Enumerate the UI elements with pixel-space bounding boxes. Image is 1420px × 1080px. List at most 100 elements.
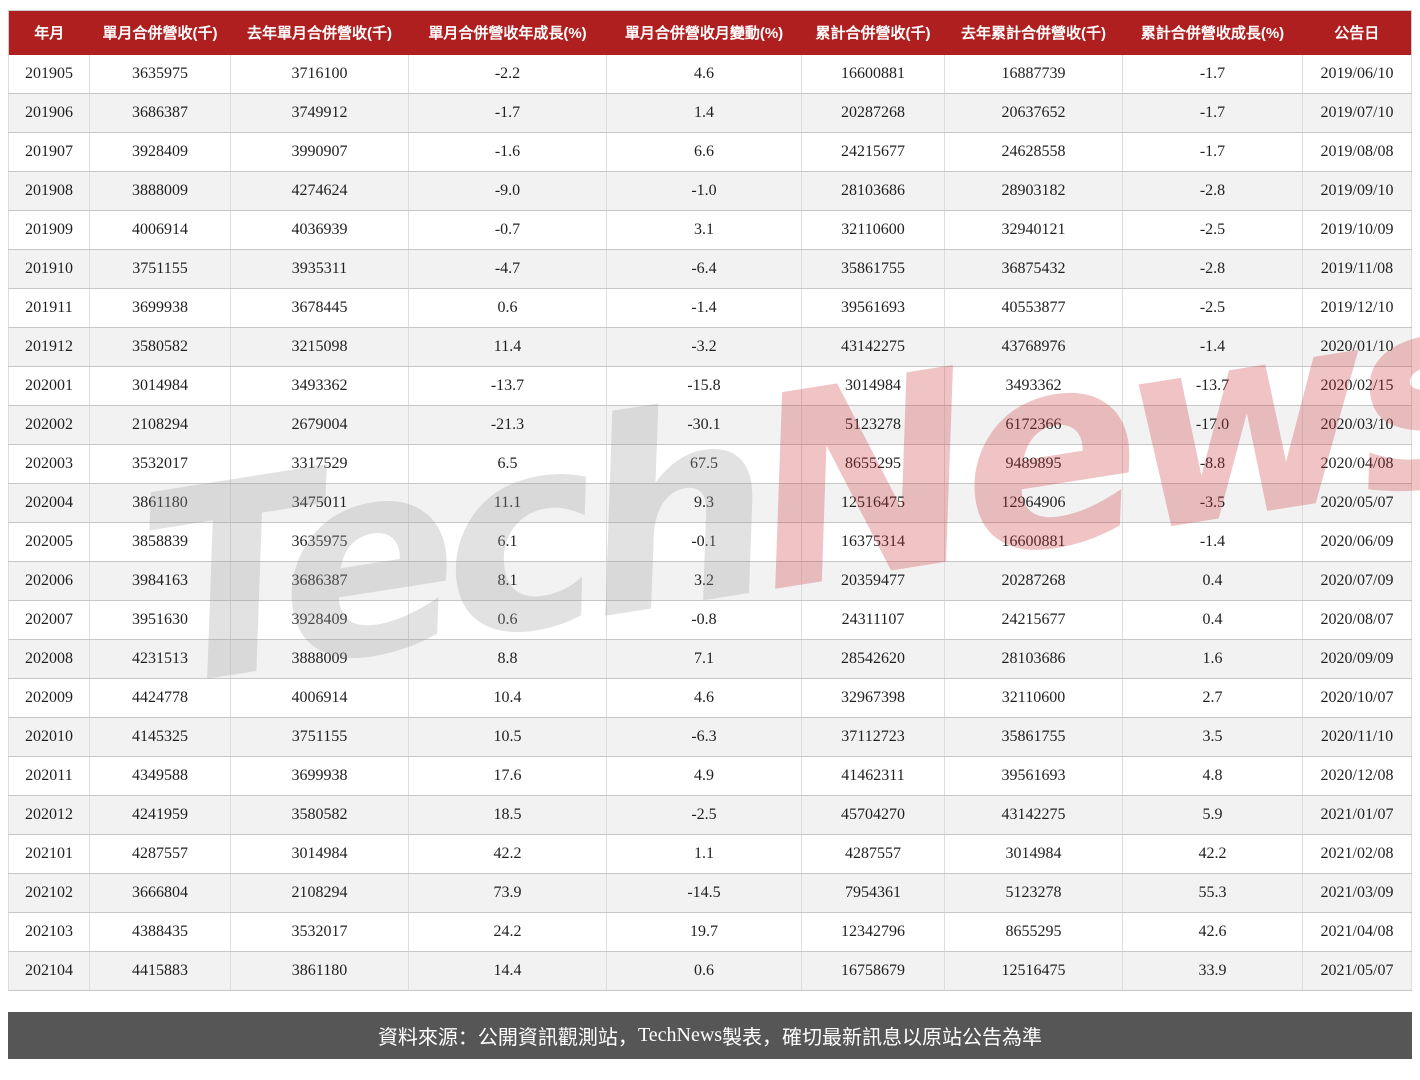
table-cell: 202012: [8, 795, 90, 835]
table-cell: 2019/09/10: [1302, 171, 1412, 211]
table-row: 202003 3532017 3317529 6.5 67.5 8655295 948989…: [8, 444, 1412, 484]
table-cell: -1.7: [408, 93, 607, 133]
table-cell: 3014984: [944, 834, 1123, 874]
table-cell: 12516475: [944, 951, 1123, 991]
table-cell: -1.0: [606, 171, 802, 211]
table-cell: 2020/07/09: [1302, 561, 1412, 601]
table-cell: 202011: [8, 756, 90, 796]
table-cell: 7.1: [606, 639, 802, 679]
table-cell: -3.5: [1122, 483, 1303, 523]
table-row: 202005 3858839 3635975 6.1 -0.1 16375314 16600…: [8, 522, 1412, 562]
table-cell: 55.3: [1122, 873, 1303, 913]
table-cell: -6.3: [606, 717, 802, 757]
table-cell: 2108294: [89, 405, 231, 445]
table-cell: -8.8: [1122, 444, 1303, 484]
table-cell: 32967398: [801, 678, 945, 718]
table-row: 201908 3888009 4274624 -9.0 -1.0 28103686 2890…: [8, 171, 1412, 211]
table-cell: 43142275: [944, 795, 1123, 835]
table-cell: 3861180: [230, 951, 409, 991]
table-cell: 3.5: [1122, 717, 1303, 757]
table-cell: -2.5: [1122, 210, 1303, 250]
table-cell: 4145325: [89, 717, 231, 757]
table-row: 201909 4006914 4036939 -0.7 3.1 32110600 32940…: [8, 210, 1412, 250]
table-row: 202007 3951630 3928409 0.6 -0.8 24311107 24215…: [8, 600, 1412, 640]
table-cell: 201908: [8, 171, 90, 211]
table-cell: 32110600: [944, 678, 1123, 718]
footer-prefix: 資料來源：公開資訊觀測站，: [377, 1027, 638, 1049]
table-cell: 8.8: [408, 639, 607, 679]
table-cell: 4.6: [606, 678, 802, 718]
table-cell: 41462311: [801, 756, 945, 796]
table-cell: 2021/04/08: [1302, 912, 1412, 952]
table-cell: 19.7: [606, 912, 802, 952]
table-cell: 12516475: [801, 483, 945, 523]
table-cell: 3317529: [230, 444, 409, 484]
table-cell: -0.7: [408, 210, 607, 250]
table-cell: 201909: [8, 210, 90, 250]
table-cell: 3475011: [230, 483, 409, 523]
table-cell: 2020/12/08: [1302, 756, 1412, 796]
table-cell: 43768976: [944, 327, 1123, 367]
table-cell: 35861755: [944, 717, 1123, 757]
table-cell: 1.4: [606, 93, 802, 133]
table-cell: -2.2: [408, 54, 607, 94]
table-cell: 0.4: [1122, 600, 1303, 640]
table-cell: 35861755: [801, 249, 945, 289]
table-cell: -30.1: [606, 405, 802, 445]
table-cell: 202003: [8, 444, 90, 484]
table-cell: 3215098: [230, 327, 409, 367]
table-cell: 202010: [8, 717, 90, 757]
table-cell: 202009: [8, 678, 90, 718]
table-cell: 32940121: [944, 210, 1123, 250]
table-cell: 16600881: [801, 54, 945, 94]
table-cell: 2020/02/15: [1302, 366, 1412, 406]
table-cell: 12342796: [801, 912, 945, 952]
table-cell: 40553877: [944, 288, 1123, 328]
table-cell: 24628558: [944, 132, 1123, 172]
table-cell: 2019/12/10: [1302, 288, 1412, 328]
table-row: 201907 3928409 3990907 -1.6 6.6 24215677 24628…: [8, 132, 1412, 172]
table-row: 202001 3014984 3493362 -13.7 -15.8 3014984 349…: [8, 366, 1412, 406]
table-cell: 42.6: [1122, 912, 1303, 952]
table-cell: 8655295: [801, 444, 945, 484]
table-cell: 6.1: [408, 522, 607, 562]
table-cell: 5123278: [801, 405, 945, 445]
table-cell: 2020/08/07: [1302, 600, 1412, 640]
table-cell: 16887739: [944, 54, 1123, 94]
column-header-8: 公告日: [1302, 10, 1412, 55]
column-header-4: 單月合併營收月變動(%): [606, 10, 802, 55]
table-cell: 3699938: [89, 288, 231, 328]
table-cell: 45704270: [801, 795, 945, 835]
table-row: 202008 4231513 3888009 8.8 7.1 28542620 281036…: [8, 639, 1412, 679]
table-cell: 202001: [8, 366, 90, 406]
table-cell: -13.7: [1122, 366, 1303, 406]
table-cell: -17.0: [1122, 405, 1303, 445]
table-row: 202004 3861180 3475011 11.1 9.3 12516475 12964…: [8, 483, 1412, 523]
table-cell: 17.6: [408, 756, 607, 796]
table-cell: 3749912: [230, 93, 409, 133]
table-cell: 67.5: [606, 444, 802, 484]
table-cell: 2020/09/09: [1302, 639, 1412, 679]
table-cell: 4424778: [89, 678, 231, 718]
table-cell: 2021/02/08: [1302, 834, 1412, 874]
table-cell: 4.9: [606, 756, 802, 796]
table-cell: 201907: [8, 132, 90, 172]
table-cell: 4388435: [89, 912, 231, 952]
table-cell: 3751155: [230, 717, 409, 757]
table-cell: 2019/10/09: [1302, 210, 1412, 250]
table-row: 202101 4287557 3014984 42.2 1.1 4287557 301498…: [8, 834, 1412, 874]
table-cell: 16758679: [801, 951, 945, 991]
column-header-5: 累計合併營收(千): [801, 10, 945, 55]
table-cell: -14.5: [606, 873, 802, 913]
table-cell: -1.4: [1122, 522, 1303, 562]
column-header-3: 單月合併營收年成長(%): [408, 10, 607, 55]
table-cell: 20287268: [944, 561, 1123, 601]
table-cell: 3888009: [89, 171, 231, 211]
table-cell: 3580582: [89, 327, 231, 367]
table-cell: -6.4: [606, 249, 802, 289]
table-row: 201910 3751155 3935311 -4.7 -6.4 35861755 3687…: [8, 249, 1412, 289]
table-cell: 2.7: [1122, 678, 1303, 718]
table-body: 201905 3635975 3716100 -2.2 4.6 16600881 16887…: [8, 54, 1412, 991]
revenue-table: 年月 單月合併營收(千) 去年單月合併營收(千) 單月合併營收年成長(%) 單月合併營收…: [8, 10, 1412, 991]
table-cell: 201911: [8, 288, 90, 328]
